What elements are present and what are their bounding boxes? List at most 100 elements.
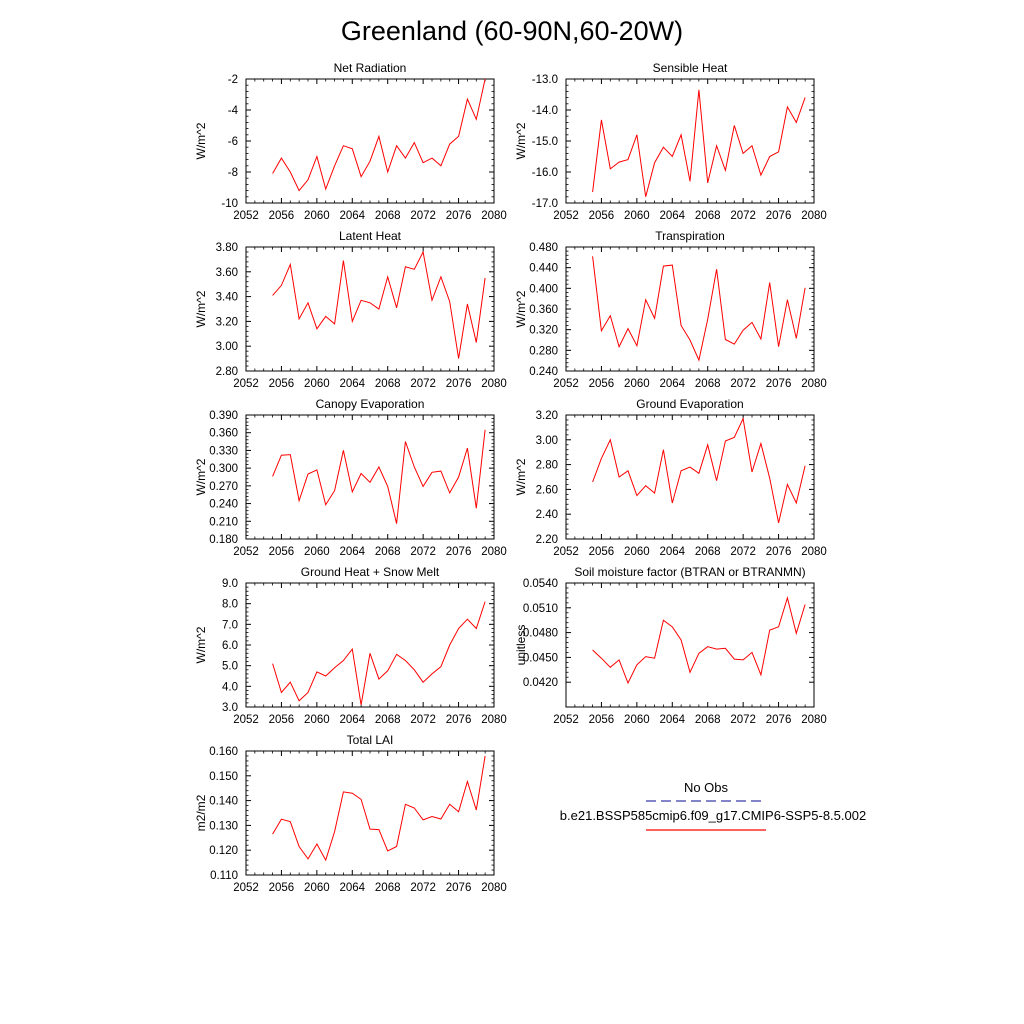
x-tick-label: 2076	[446, 546, 472, 558]
x-tick-label: 2052	[233, 378, 259, 390]
x-tick-label: 2068	[695, 210, 721, 222]
series-line-latent-heat	[272, 250, 486, 359]
x-tick-label: 2080	[801, 210, 827, 222]
y-tick-label: 0.360	[529, 304, 558, 316]
y-tick-label: -8	[228, 167, 238, 179]
plot-frame-transpiration	[565, 246, 815, 372]
y-tick-label: 8.0	[222, 599, 238, 611]
x-tick-label: 2080	[801, 546, 827, 558]
y-tick-label: 0.180	[209, 534, 238, 546]
y-tick-label: 3.20	[536, 410, 558, 422]
y-tick-label: 3.0	[222, 702, 238, 714]
plot-frame-net-radiation	[245, 78, 495, 204]
y-axis-label-total-lai: m2/m2	[194, 794, 208, 831]
y-tick-label: 0.0510	[523, 603, 558, 615]
x-tick-label: 2072	[410, 882, 436, 894]
y-tick-label: 7.0	[222, 619, 238, 631]
y-tick-label: 3.40	[216, 292, 238, 304]
y-tick-label: 6.0	[222, 640, 238, 652]
y-tick-label: 0.0450	[523, 652, 558, 664]
panel-ground-evaporation: Ground Evaporation W/m^2 2052 2056 2060 2064 2…	[514, 397, 827, 558]
legend-label-no-obs: No Obs	[684, 780, 729, 795]
x-tick-label: 2060	[304, 882, 330, 894]
x-tick-label: 2056	[269, 378, 295, 390]
panel-title-transpiration: Transpiration	[655, 229, 725, 243]
x-tick-label: 2072	[730, 210, 756, 222]
y-tick-label: 2.80	[536, 460, 558, 472]
x-tick-label: 2060	[304, 378, 330, 390]
x-tick-label: 2072	[730, 378, 756, 390]
x-tick-label: 2060	[624, 546, 650, 558]
panel-latent-heat: Latent Heat W/m^2 2052 2056 2060 2064 2068 2072…	[194, 229, 507, 390]
y-tick-label: -13.0	[532, 74, 558, 86]
y-tick-label: -16.0	[532, 167, 558, 179]
series-line-total-lai	[272, 755, 486, 862]
y-tick-label: 3.00	[216, 341, 238, 353]
panel-title-soil-moisture-factor-btran-or-btranmn: Soil moisture factor (BTRAN or BTRANMN)	[574, 565, 805, 579]
panel-sensible-heat: Sensible Heat W/m^2 2052 2056 2060 2064 2068 20…	[514, 61, 827, 222]
x-tick-label: 2060	[624, 378, 650, 390]
x-tick-label: 2080	[481, 546, 507, 558]
legend-label-model-run: b.e21.BSSP585cmip6.f09_g17.CMIP6-SSP5-8.…	[560, 808, 866, 823]
x-tick-label: 2080	[801, 378, 827, 390]
panels: Net Radiation W/m^2 2052 2056 2060 2064 2068 20…	[194, 61, 827, 894]
x-tick-label: 2072	[410, 546, 436, 558]
panel-title-net-radiation: Net Radiation	[334, 61, 407, 75]
y-tick-label: 2.40	[536, 509, 558, 521]
panel-title-canopy-evaporation: Canopy Evaporation	[316, 397, 425, 411]
y-tick-label: 0.150	[209, 771, 238, 783]
x-tick-label: 2056	[269, 882, 295, 894]
y-tick-label: 0.270	[209, 481, 238, 493]
x-tick-label: 2060	[304, 546, 330, 558]
y-tick-label: 0.400	[529, 283, 558, 295]
y-tick-label: 0.480	[529, 242, 558, 254]
series-line-ground-evaporation	[592, 417, 806, 524]
x-tick-label: 2072	[410, 378, 436, 390]
panel-canopy-evaporation: Canopy Evaporation W/m^2 2052 2056 2060 2064 2…	[194, 397, 507, 558]
y-tick-label: 0.300	[209, 463, 238, 475]
x-tick-label: 2068	[375, 882, 401, 894]
y-tick-label: 9.0	[222, 578, 238, 590]
panel-title-ground-heat-snow-melt: Ground Heat + Snow Melt	[301, 565, 440, 579]
y-axis-label-net-radiation: W/m^2	[194, 122, 208, 159]
panel-title-total-lai: Total LAI	[347, 733, 394, 747]
x-tick-label: 2056	[589, 546, 615, 558]
legend: No Obs b.e21.BSSP585cmip6.f09_g17.CMIP6-…	[560, 780, 866, 831]
y-tick-label: -15.0	[532, 136, 558, 148]
y-tick-label: 0.360	[209, 428, 238, 440]
x-tick-label: 2076	[766, 210, 792, 222]
x-tick-label: 2076	[766, 546, 792, 558]
plot-frame-latent-heat	[245, 246, 495, 372]
y-tick-label: -17.0	[532, 198, 558, 210]
series-line-ground-heat-snow-melt	[272, 601, 486, 705]
x-tick-label: 2064	[339, 546, 365, 558]
y-axis-label-ground-evaporation: W/m^2	[514, 458, 528, 495]
plot-frame-sensible-heat	[565, 78, 815, 204]
x-tick-label: 2076	[446, 882, 472, 894]
panel-soil-moisture-factor-btran-or-btranmn: Soil moisture factor (BTRAN or BTRANMN) u…	[514, 565, 827, 726]
x-tick-label: 2072	[730, 546, 756, 558]
y-tick-label: 0.120	[209, 845, 238, 857]
y-tick-label: 3.00	[536, 435, 558, 447]
x-tick-label: 2080	[481, 882, 507, 894]
y-tick-label: 0.140	[209, 796, 238, 808]
x-tick-label: 2060	[624, 210, 650, 222]
x-tick-label: 2052	[233, 714, 259, 726]
x-tick-label: 2064	[659, 546, 685, 558]
y-tick-label: 0.240	[209, 499, 238, 511]
x-tick-label: 2052	[233, 210, 259, 222]
x-tick-label: 2056	[269, 210, 295, 222]
y-tick-label: -4	[228, 105, 239, 117]
y-tick-label: -14.0	[532, 105, 558, 117]
x-tick-label: 2068	[375, 714, 401, 726]
x-tick-label: 2052	[553, 210, 579, 222]
panel-transpiration: Transpiration W/m^2 2052 2056 2060 2064 2068 20…	[514, 229, 827, 390]
y-tick-label: 0.280	[529, 345, 558, 357]
y-tick-label: 0.210	[209, 516, 238, 528]
y-axis-label-soil-moisture-factor-btran-or-btranmn: unitless	[514, 625, 528, 666]
x-tick-label: 2076	[766, 378, 792, 390]
x-tick-label: 2064	[339, 882, 365, 894]
x-tick-label: 2052	[553, 546, 579, 558]
panel-title-ground-evaporation: Ground Evaporation	[636, 397, 743, 411]
